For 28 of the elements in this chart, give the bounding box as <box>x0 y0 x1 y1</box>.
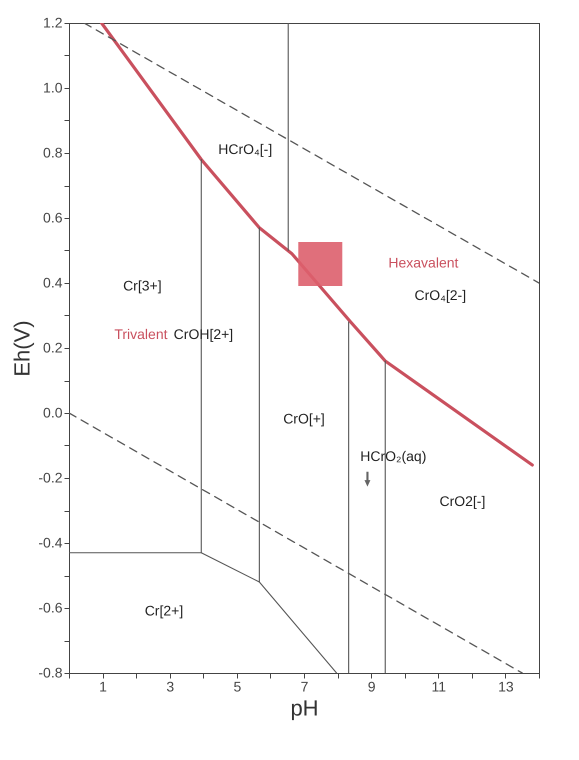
annotation: Cr[2+] <box>144 602 184 618</box>
x-tick-label: 11 <box>432 678 446 694</box>
x-tick-label: 3 <box>166 678 174 694</box>
y-tick-label: 1.0 <box>43 80 63 96</box>
x-tick-label: 13 <box>498 678 514 694</box>
annotation: CrO[+] <box>283 410 325 426</box>
annotation: CrO2[-] <box>439 493 486 510</box>
annotation: Trivalent <box>114 326 168 342</box>
x-axis-title: pH <box>290 696 319 720</box>
x-tick-label: 9 <box>368 678 376 694</box>
y-tick-label: -0.6 <box>38 600 63 616</box>
y-tick-label: 0.2 <box>43 340 63 356</box>
y-tick-label: 0.4 <box>43 274 63 290</box>
y-tick-label: 0.6 <box>43 210 63 226</box>
annotation: Cr[3+] <box>123 277 162 294</box>
x-tick-label: 7 <box>300 678 309 694</box>
x-tick-label: 1 <box>99 678 108 694</box>
annotation: Hexavalent <box>388 254 459 270</box>
y-tick-label: -0.2 <box>38 470 63 486</box>
annotation: CrO₄[2-] <box>414 287 466 303</box>
y-tick-label: 1.2 <box>43 14 63 30</box>
y-tick-label: -0.8 <box>38 664 63 680</box>
y-tick-label: 0.8 <box>43 144 63 160</box>
x-tick-label: 5 <box>233 678 242 694</box>
y-tick-label: -0.4 <box>38 534 63 550</box>
annotation: HCrO₄[-] <box>218 140 272 157</box>
y-tick-label: 0.0 <box>43 404 63 420</box>
y-axis-title: Eh(V) <box>9 320 34 377</box>
